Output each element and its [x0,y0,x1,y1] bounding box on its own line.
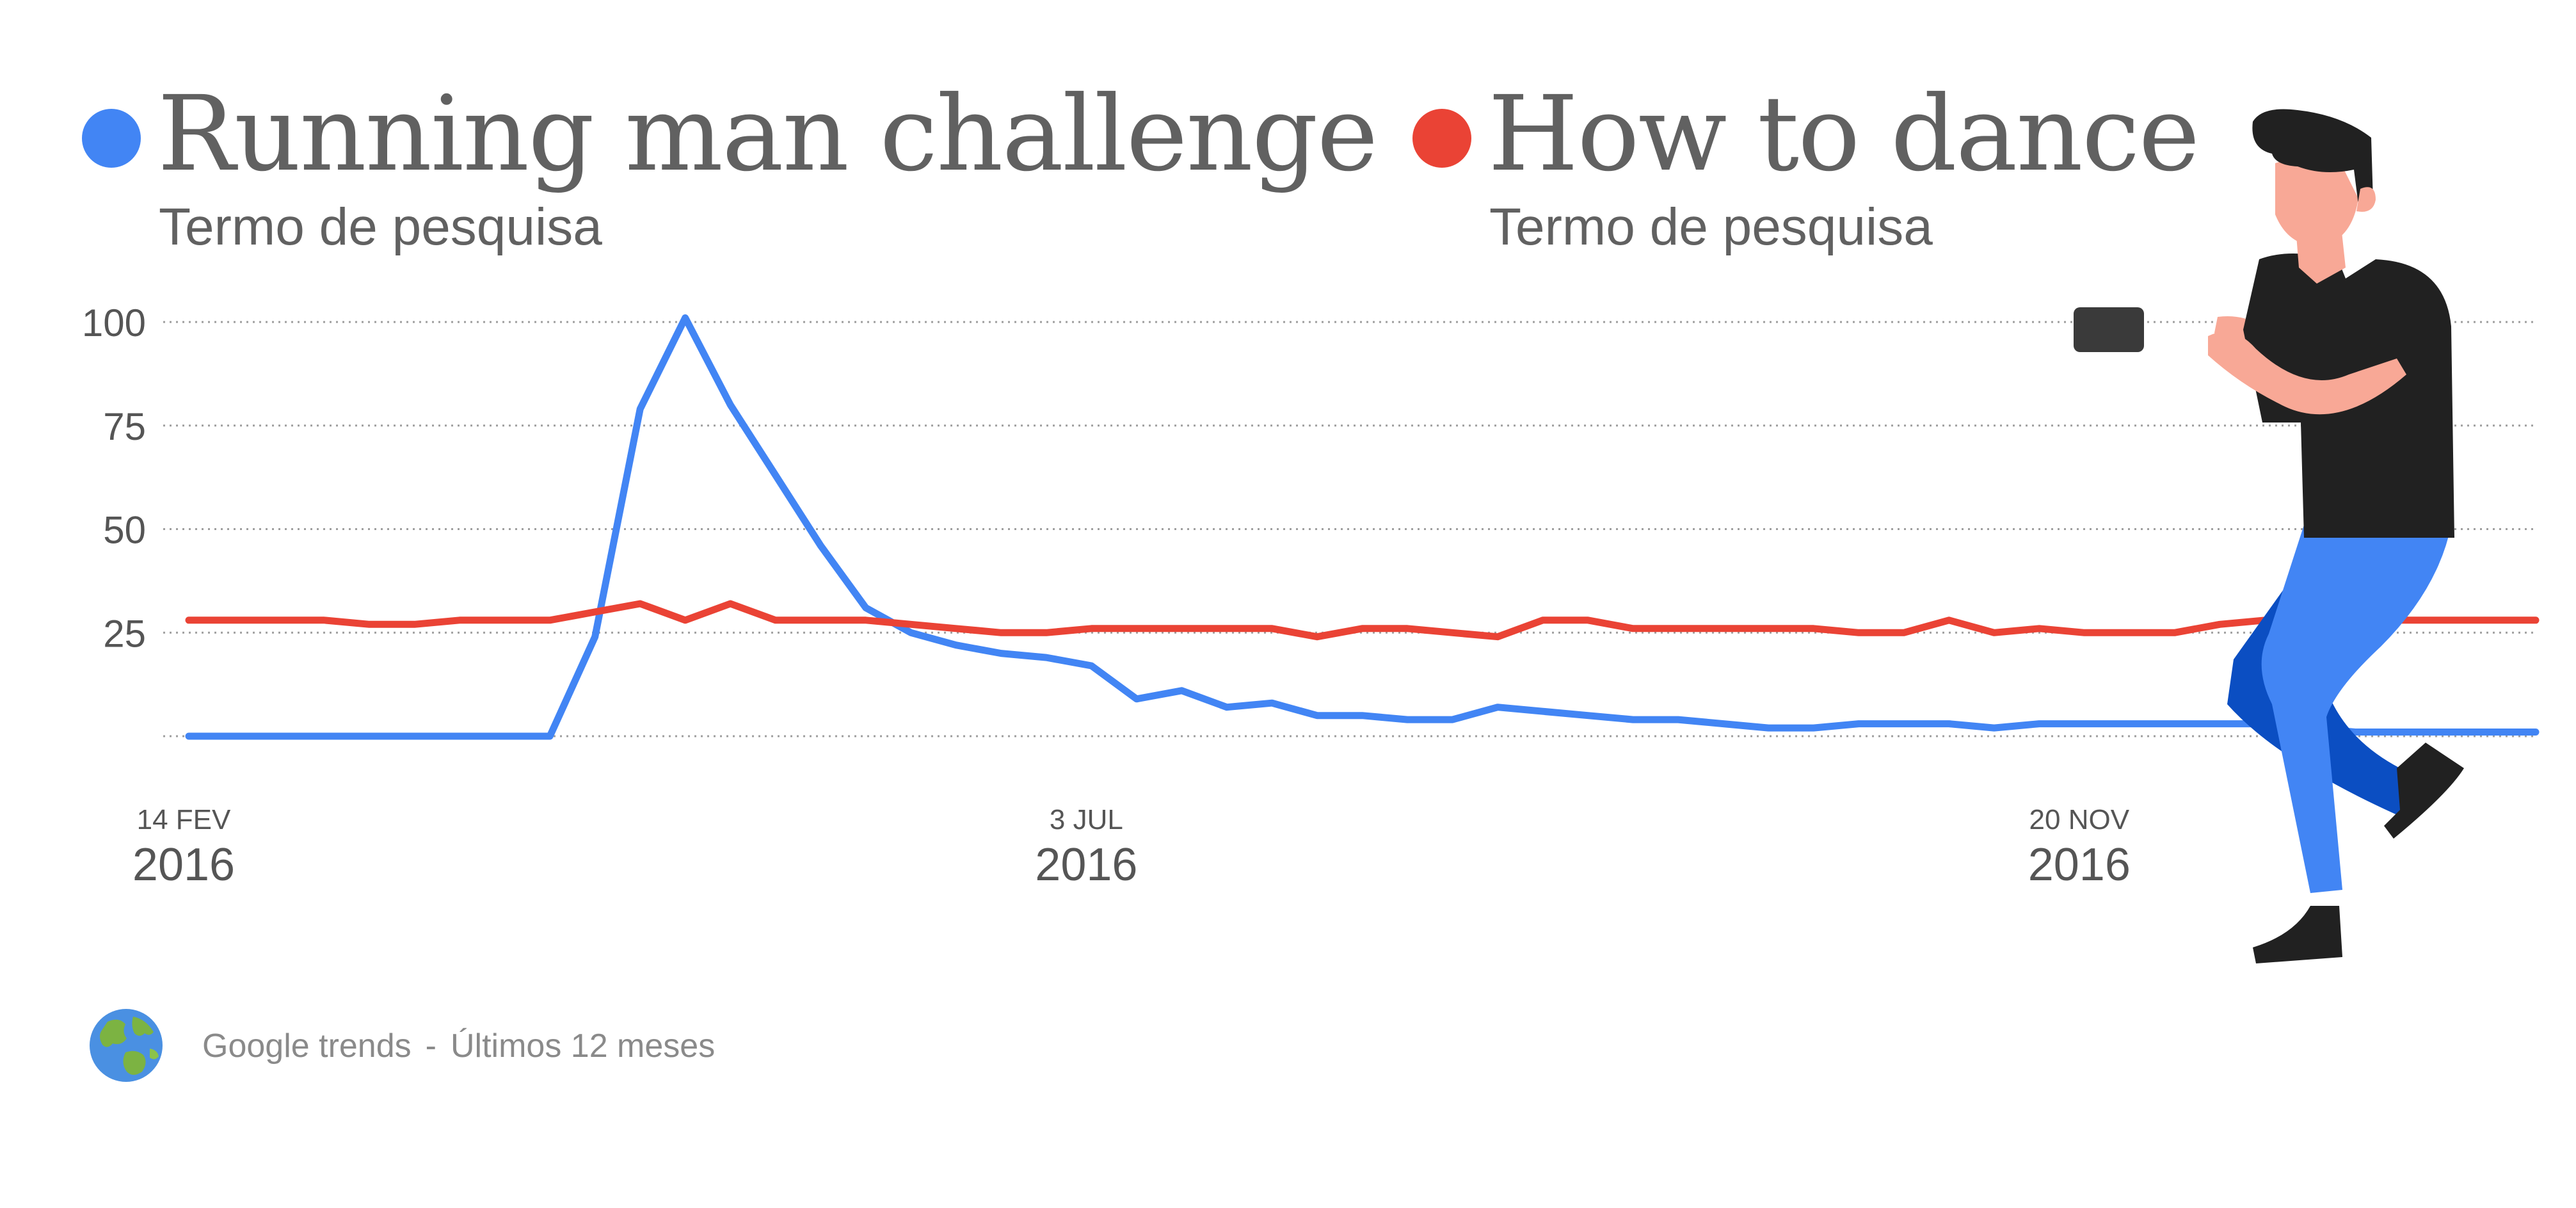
x-tick-year: 2016 [1035,839,1137,890]
series-line-how-to-dance [185,600,2540,641]
y-axis-ticks: 100 75 50 25 [82,302,146,655]
legend-dot-how-to-dance [1412,109,1471,168]
x-tick-year: 2016 [132,839,235,890]
footer-separator: - [425,1027,436,1065]
globe-icon [90,1009,163,1082]
x-tick-day: 3 JUL [1050,804,1123,835]
series-lines [185,314,2540,740]
person-back-leg [2227,525,2419,816]
x-axis-ticks: 14 FEV 2016 3 JUL 2016 20 NOV 2016 [132,804,2131,890]
person-front-shoe [2253,906,2342,963]
y-tick-label: 100 [82,302,146,344]
footer-source: Google trends - Últimos 12 meses [202,1026,715,1067]
person-with-phone-illustration [2074,109,2464,963]
y-tick-label: 25 [103,612,146,655]
y-tick-label: 50 [103,509,146,552]
legend-term-how-to-dance: How to dance [1488,74,2200,195]
footer-source-name: Google trends [202,1027,412,1065]
person-hair [2252,109,2373,205]
grid-lines [163,321,2536,737]
phone-icon [2074,307,2144,352]
person-ear [2356,187,2376,212]
legend-term-running-man: Running man challenge [157,74,1378,195]
x-tick-day: 20 NOV [2029,804,2130,835]
person-front-leg [2261,525,2451,893]
person-front-arm [2208,332,2406,415]
y-tick-label: 75 [103,405,146,448]
legend-dot-running-man [82,109,141,168]
x-tick-year: 2016 [2028,839,2131,890]
person-back-shoe [2384,743,2464,839]
legend-subtitle-how-to-dance: Termo de pesquisa [1489,198,1933,256]
person-face [2275,156,2358,246]
x-tick-day: 14 FEV [137,804,231,835]
series-line-running-man [185,314,2540,740]
legend-subtitle-running-man: Termo de pesquisa [159,198,602,256]
footer-period: Últimos 12 meses [450,1027,716,1065]
